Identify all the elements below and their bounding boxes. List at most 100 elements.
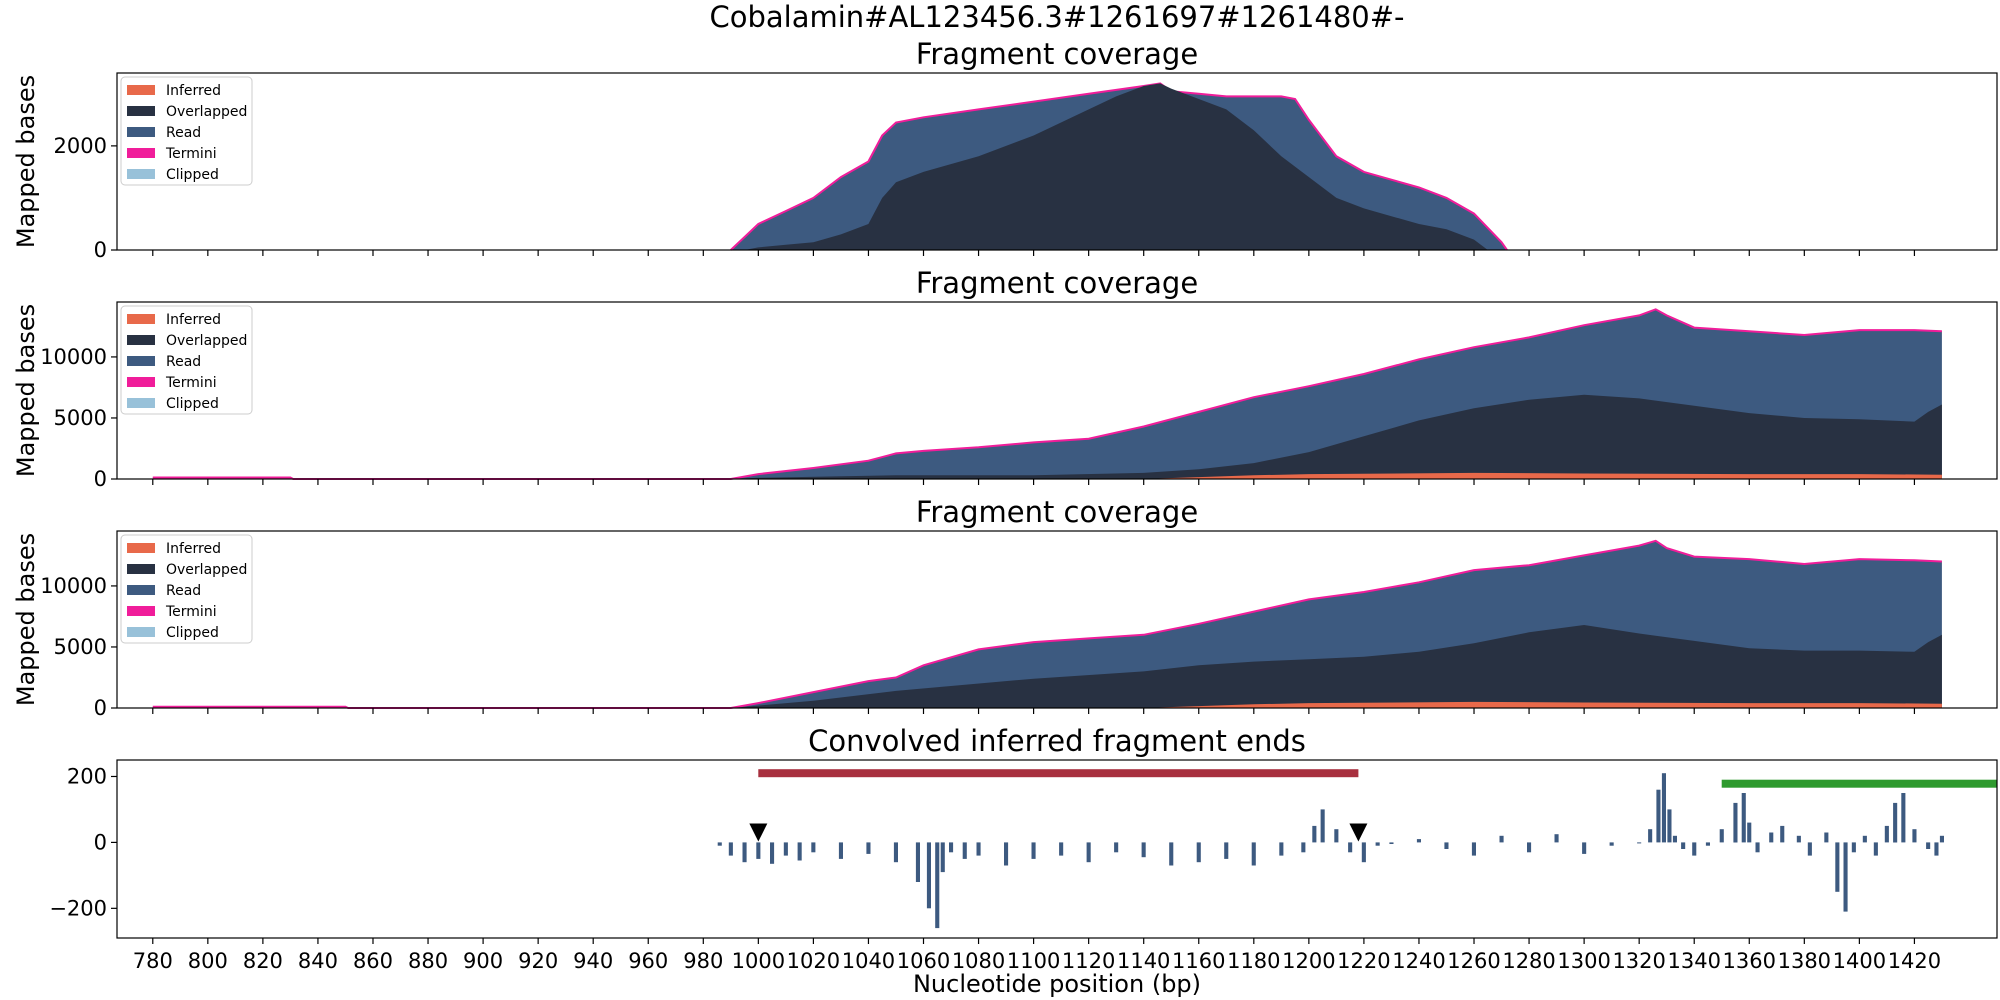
interval-red_bar — [758, 769, 1359, 778]
ends-bar — [1741, 793, 1746, 843]
ends-bar — [770, 842, 775, 864]
ends-bar — [1416, 839, 1421, 843]
ends-bar — [1389, 842, 1394, 844]
legend-label-overlapped: Overlapped — [166, 104, 247, 120]
legend-swatch-clipped — [127, 398, 155, 408]
ends-bar — [1780, 825, 1785, 843]
x-tick-label: 1140 — [1117, 949, 1170, 973]
ends-bar — [1086, 842, 1091, 863]
y-tick-label: −200 — [49, 896, 107, 920]
panel-title: Fragment coverage — [916, 266, 1198, 300]
y-tick-label: 0 — [94, 467, 107, 491]
x-tick-label: 1360 — [1723, 949, 1776, 973]
ends-bar — [717, 842, 722, 846]
axes-frame — [116, 530, 1998, 709]
ends-bar — [1031, 842, 1036, 859]
x-tick-label: 1000 — [732, 949, 785, 973]
x-tick-label: 880 — [408, 949, 448, 973]
ends-bar — [1926, 842, 1931, 849]
legend: Inferred Overlapped Read Termini Clipped — [120, 76, 253, 186]
x-tick-label: 780 — [133, 949, 173, 973]
legend-swatch-inferred — [127, 314, 155, 324]
x-tick-label: 1280 — [1502, 949, 1555, 973]
y-axis-label: Mapped bases — [12, 75, 40, 248]
ends-bar — [838, 842, 843, 859]
ends-bar — [935, 842, 940, 929]
y-tick-label: 0 — [94, 696, 107, 720]
ends-bar — [940, 842, 945, 873]
legend-label-read: Read — [166, 354, 201, 370]
x-tick-label: 1040 — [842, 949, 895, 973]
x-tick-label: 1300 — [1557, 949, 1610, 973]
ends-bar — [1361, 842, 1366, 863]
ends-bar — [1733, 802, 1738, 843]
y-tick-label: 200 — [67, 764, 107, 788]
triangle-marker — [1349, 823, 1368, 842]
ends-bar — [976, 842, 981, 856]
ends-bar — [1912, 829, 1917, 843]
x-tick-label: 820 — [243, 949, 283, 973]
ends-bar — [1348, 842, 1353, 853]
panel-2: Fragment coverage Mapped bases Inferred Ove… — [12, 266, 1998, 491]
y-tick-label: 10000 — [40, 574, 107, 598]
y-tick-label: 0 — [94, 238, 107, 262]
ends-bar — [1554, 834, 1559, 843]
ends-bar — [811, 842, 816, 853]
x-tick-label: 1420 — [1888, 949, 1941, 973]
x-tick-label: 1240 — [1392, 949, 1445, 973]
legend-label-termini: Termini — [165, 146, 217, 162]
axes-frame — [116, 72, 1998, 251]
ends-bar — [1375, 842, 1380, 846]
legend-swatch-overlapped — [127, 335, 155, 345]
legend-swatch-inferred — [127, 85, 155, 95]
panel-title: Convolved inferred fragment ends — [808, 724, 1306, 758]
ends-bar — [1444, 842, 1449, 849]
ends-bar — [926, 842, 931, 909]
panels: Fragment coverage Mapped bases Inferred Ove… — [12, 37, 1998, 973]
x-tick-label: 1100 — [1007, 949, 1060, 973]
legend-swatch-inferred — [127, 543, 155, 553]
legend-swatch-termini — [127, 148, 155, 158]
x-tick-label: 1380 — [1778, 949, 1831, 973]
ends-bar — [962, 842, 967, 859]
ends-bar — [1835, 842, 1840, 892]
x-tick-label: 960 — [628, 949, 668, 973]
area-overlapped — [744, 83, 1488, 251]
y-axis-label: Mapped bases — [12, 533, 40, 706]
legend-label-inferred: Inferred — [166, 312, 221, 328]
ends-bar — [756, 842, 761, 859]
termini-edge — [152, 539, 1942, 709]
x-tick-label: 1220 — [1337, 949, 1390, 973]
ends-bar — [1893, 802, 1898, 843]
ends-bar — [1312, 825, 1317, 843]
ends-bar — [1939, 835, 1944, 843]
ends-bar — [1755, 842, 1760, 853]
ends-bar — [1114, 842, 1119, 853]
x-tick-label: 1260 — [1447, 949, 1500, 973]
ends-bar — [1279, 842, 1284, 856]
legend-swatch-read — [127, 585, 155, 595]
x-tick-label: 900 — [463, 949, 503, 973]
legend-label-clipped: Clipped — [166, 396, 219, 412]
legend-swatch-overlapped — [127, 106, 155, 116]
ends-bar — [783, 842, 788, 856]
ends-bar — [1320, 809, 1325, 843]
ends-bar — [915, 842, 920, 882]
x-tick-label: 1400 — [1833, 949, 1886, 973]
panel-title: Fragment coverage — [916, 495, 1198, 529]
ends-bar — [1169, 842, 1174, 866]
x-axis-label: Nucleotide position (bp) — [913, 970, 1201, 998]
legend-swatch-clipped — [127, 627, 155, 637]
legend-swatch-termini — [127, 377, 155, 387]
ends-bar — [1334, 829, 1339, 843]
ends-bar — [1705, 842, 1710, 846]
ends-bar — [1672, 835, 1677, 843]
x-tick-label: 1020 — [787, 949, 840, 973]
legend: Inferred Overlapped Read Termini Clipped — [120, 305, 253, 415]
ends-bar — [1471, 842, 1476, 856]
y-tick-label: 2000 — [54, 134, 107, 158]
figure-title: Cobalamin#AL123456.3#1261697#1261480#- — [709, 0, 1404, 34]
legend-swatch-read — [127, 356, 155, 366]
area-overlapped — [730, 394, 1942, 479]
